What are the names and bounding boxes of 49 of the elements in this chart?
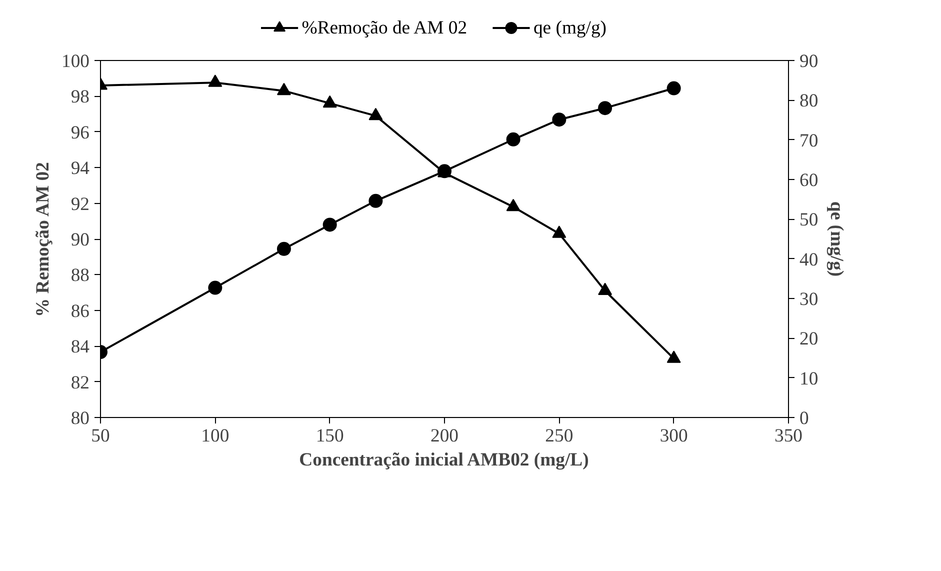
y-tick-label: 92 — [70, 194, 90, 215]
x-tick-label: 300 — [660, 426, 688, 446]
x-tick-label: 350 — [774, 426, 802, 446]
point — [208, 280, 222, 295]
point — [368, 108, 383, 120]
x-tick-label: 250 — [545, 426, 574, 446]
y2-tick-label: 80 — [800, 90, 818, 112]
y-tick-label: 82 — [70, 372, 90, 394]
point — [322, 218, 337, 232]
x-tick-label: 200 — [430, 426, 458, 446]
y-tick-label: 94 — [70, 158, 90, 180]
y-tick-label: 100 — [62, 51, 90, 72]
y2-tick-label: 20 — [800, 328, 818, 350]
point — [506, 132, 520, 146]
y2-axis-title: qe (mg/g) — [826, 201, 848, 277]
y2-tick-label: 70 — [800, 130, 818, 152]
point — [598, 101, 612, 116]
point — [368, 194, 383, 208]
y-tick-label: 88 — [70, 265, 90, 286]
y-tick-label: 90 — [70, 230, 90, 250]
point — [598, 282, 612, 296]
y-tick-label: 84 — [70, 336, 90, 358]
point — [506, 198, 520, 212]
legend-label: %Remoção de AM 02 — [302, 18, 468, 38]
point — [276, 242, 291, 256]
y2-tick-label: 40 — [800, 249, 818, 270]
point — [552, 112, 566, 127]
y2-tick-label: 30 — [800, 289, 818, 310]
x-tick-label: 150 — [316, 426, 344, 446]
y2-tick-label: 0 — [800, 408, 809, 429]
point — [276, 82, 291, 96]
point — [666, 81, 681, 96]
point — [666, 350, 681, 363]
y2-tick-label: 10 — [800, 368, 818, 390]
y2-tick-label: 50 — [800, 210, 818, 231]
point — [552, 226, 566, 238]
y-tick-label: 96 — [70, 122, 90, 144]
y-tick-label: 98 — [70, 86, 90, 108]
y2-tick-label: 90 — [800, 51, 818, 72]
x-axis-title: Concentração inicial AMB02 (mg/L) — [299, 450, 589, 470]
y-axis-title: % Remoção AM 02 — [32, 162, 54, 317]
y2-tick-label: 60 — [800, 170, 818, 191]
legend-label: qe (mg/g) — [533, 18, 607, 38]
x-tick-label: 100 — [201, 426, 230, 446]
y-tick-label: 86 — [70, 300, 90, 322]
x-tick-label: 50 — [91, 426, 110, 446]
point — [208, 74, 222, 87]
y-tick-label: 80 — [70, 408, 90, 429]
point — [322, 95, 337, 108]
